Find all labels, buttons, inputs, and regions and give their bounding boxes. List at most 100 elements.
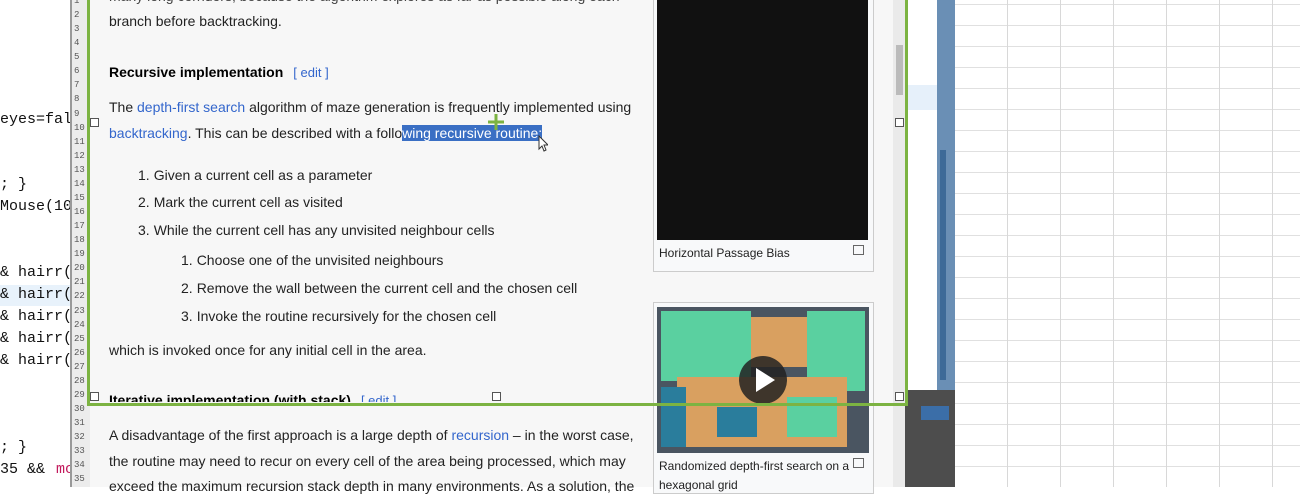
list-item: 1. Choose one of the unvisited neighbours [181, 252, 443, 268]
text: – in the worst case, [509, 427, 634, 443]
line-number: 30 [74, 404, 85, 415]
maze-overlay [657, 0, 868, 240]
heading-text: Recursive implementation [109, 64, 284, 80]
selection-rectangle [87, 0, 908, 406]
panel-highlight [905, 85, 937, 110]
resize-handle[interactable] [895, 392, 904, 401]
line-number: 11 [74, 136, 85, 147]
edit-link[interactable]: [ edit ] [293, 65, 329, 80]
text: Mark the current cell as visited [153, 194, 343, 210]
code-text: eyes=fals [0, 111, 82, 128]
paragraph: A disadvantage of the first approach is … [109, 427, 634, 443]
line-number: 2 [74, 10, 80, 21]
link[interactable]: backtracking [109, 125, 188, 141]
text: . This can be described with a follo [187, 125, 403, 141]
hex-video[interactable] [657, 307, 869, 453]
line-gutter [70, 0, 92, 487]
text: While the current cell has any unvisited… [153, 222, 495, 238]
line-number: 21 [74, 277, 85, 288]
line-number: 29 [74, 389, 85, 400]
list-marker: 1. [181, 252, 193, 268]
paragraph: The depth-first search algorithm of maze… [109, 99, 631, 115]
text: the routine may need to recur on every c… [109, 453, 626, 469]
line-number: 34 [74, 460, 85, 471]
text: exceed the maximum recursion stack depth… [109, 478, 635, 494]
resize-handle[interactable] [90, 118, 99, 127]
line-number: 20 [74, 263, 85, 274]
line-number: 18 [74, 235, 85, 246]
code-text: & hairr( [0, 286, 73, 303]
code-text: ; } [0, 439, 28, 456]
line-number: 35 [74, 474, 85, 485]
line-number: 10 [74, 122, 85, 133]
link[interactable]: recursion [451, 427, 510, 443]
code-text: 35 && [0, 461, 46, 478]
code-text: & hairr( [0, 330, 73, 347]
line-number: 31 [74, 418, 85, 429]
code-text: ; } [0, 176, 28, 193]
spreadsheet-grid [955, 0, 1300, 487]
line-number: 9 [74, 108, 80, 119]
list-marker: 2. [181, 280, 193, 296]
line-number: 19 [74, 249, 85, 260]
enlarge-icon[interactable] [853, 245, 864, 255]
resize-handle[interactable] [895, 118, 904, 127]
line-number: 3 [74, 24, 80, 35]
frame-scroll [940, 150, 946, 380]
scroll-thumb[interactable] [896, 45, 903, 95]
line-number: 7 [74, 80, 80, 91]
side-panel [905, 0, 937, 390]
line-number: 26 [74, 347, 85, 358]
code-text: mo [56, 461, 75, 478]
line-number: 8 [74, 94, 80, 105]
list-item: 2. Mark the current cell as visited [138, 194, 343, 210]
resize-handle[interactable] [90, 392, 99, 401]
heading: Iterative implementation (with stack) [ e… [109, 392, 396, 402]
link[interactable]: depth-first search [137, 99, 246, 115]
line-number: 23 [74, 305, 85, 316]
heading-text: Iterative implementation (with stack) [109, 392, 351, 402]
line-number: 24 [74, 319, 85, 330]
panel-icon[interactable] [921, 406, 949, 420]
text: The [109, 99, 138, 115]
text: which is invoked once for any initial ce… [109, 342, 427, 358]
line-number: 25 [74, 333, 85, 344]
line-number: 15 [74, 192, 85, 203]
heading: Recursive implementation [ edit ] [109, 64, 329, 80]
cursors [488, 114, 548, 152]
code-text: Mouse(10 [0, 198, 73, 215]
code-text: & hairr( [0, 264, 73, 281]
list-item: 2. Remove the wall between the current ce… [181, 280, 577, 296]
line-number: 6 [74, 66, 80, 77]
enlarge-icon[interactable] [853, 458, 864, 468]
line-number: 5 [74, 52, 80, 63]
list-marker: 3. [138, 222, 150, 238]
code-text: eyes=fals [0, 111, 81, 128]
caption: hexagonal grid [659, 478, 738, 492]
dark-panel [905, 390, 955, 487]
text: Choose one of the unvisited neighbours [196, 252, 444, 268]
list-marker: 3. [181, 308, 193, 324]
code-text: & hairr( [0, 308, 73, 325]
text: branch before backtracking. [109, 13, 282, 29]
edit-link[interactable]: [ edit ] [360, 393, 397, 402]
list-item: 3. Invoke the routine recursively for the… [181, 308, 496, 324]
line-number: 16 [74, 207, 85, 218]
line-number: 13 [74, 164, 85, 175]
paragraph: backtracking. This can be described with… [109, 125, 543, 141]
line-number: 17 [74, 221, 85, 232]
text: A disadvantage of the first approach is … [109, 427, 452, 443]
selected-text: wing recursive routine: [402, 125, 543, 141]
line-number: 12 [74, 150, 85, 161]
list-item: 3. While the current cell has any unvisit… [138, 222, 495, 238]
text: Remove the wall between the current cell… [196, 280, 578, 296]
text: many long corridors, because the algorit… [109, 0, 620, 4]
line-number: 14 [74, 178, 85, 189]
caption: Horizontal Passage Bias [659, 246, 790, 260]
text: Given a current cell as a parameter [153, 167, 373, 183]
line-number: 33 [74, 446, 85, 457]
line-number: 4 [74, 38, 80, 49]
resize-handle[interactable] [492, 392, 501, 401]
line-number: 27 [74, 361, 85, 372]
text: Invoke the routine recursively for the c… [196, 308, 497, 324]
